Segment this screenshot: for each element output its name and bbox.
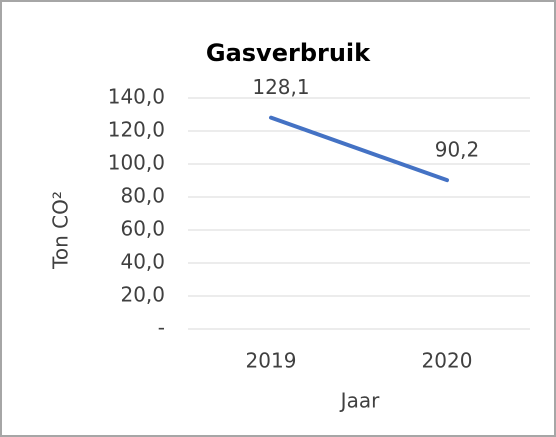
y-tick-label: 100,0 (108, 151, 165, 175)
y-tick-label: - (158, 316, 165, 340)
x-tick-label: 2019 (246, 349, 297, 373)
y-tick-label: 20,0 (120, 283, 165, 307)
chart-title: Gasverbruik (206, 39, 371, 67)
x-tick-label: 2020 (422, 349, 473, 373)
y-tick-label: 80,0 (120, 184, 165, 208)
x-axis-label: Jaar (339, 389, 380, 413)
y-tick-label: 40,0 (120, 250, 165, 274)
y-tick-label: 120,0 (108, 118, 165, 142)
data-label: 128,1 (252, 75, 309, 99)
y-tick-label: 60,0 (120, 217, 165, 241)
data-line (269, 115, 449, 183)
y-tick-label: 140,0 (108, 85, 165, 109)
data-label: 90,2 (435, 138, 480, 162)
y-axis-label: Ton CO² (49, 191, 73, 270)
